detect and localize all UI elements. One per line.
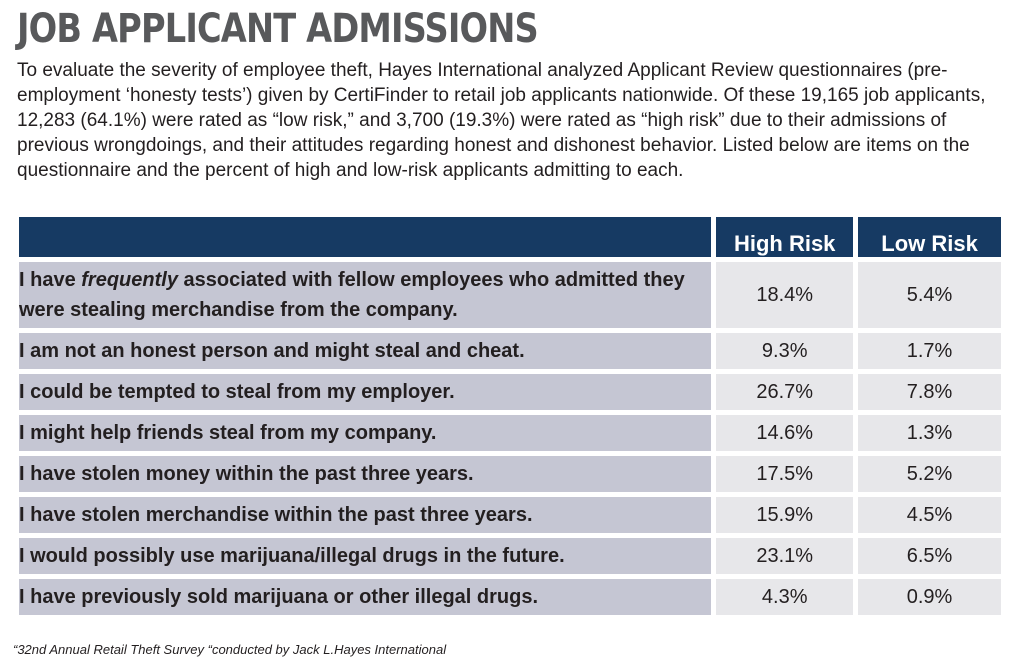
high-risk-value: 15.9% [716, 497, 854, 533]
low-risk-value: 5.4% [858, 262, 1001, 328]
low-risk-value: 6.5% [858, 538, 1001, 574]
high-risk-value: 9.3% [716, 333, 854, 369]
table-row: I have stolen merchandise within the pas… [19, 497, 1001, 533]
question-cell: I could be tempted to steal from my empl… [19, 374, 712, 410]
page-title: JOB APPLICANT ADMISSIONS [17, 6, 539, 52]
question-cell: I have stolen merchandise within the pas… [19, 497, 712, 533]
header-low-risk: Low Risk [858, 217, 1001, 257]
low-risk-value: 5.2% [858, 456, 1001, 492]
high-risk-value: 17.5% [716, 456, 854, 492]
high-risk-value: 23.1% [716, 538, 854, 574]
question-text-emphasis: frequently [81, 269, 178, 291]
question-text-post: associated with fellow employees who adm… [19, 269, 685, 321]
low-risk-value: 7.8% [858, 374, 1001, 410]
high-risk-value: 14.6% [716, 415, 854, 451]
footnote-source: “32nd Annual Retail Theft Survey “conduc… [13, 642, 447, 657]
table-body: I have frequently associated with fellow… [19, 262, 1001, 615]
intro-paragraph: To evaluate the severity of employee the… [17, 60, 986, 181]
header-blank-cell [19, 217, 712, 257]
table-row: I would possibly use marijuana/illegal d… [19, 538, 1001, 574]
high-risk-value: 4.3% [716, 579, 854, 615]
low-risk-value: 0.9% [858, 579, 1001, 615]
table-row: I am not an honest person and might stea… [19, 333, 1001, 369]
question-cell: I would possibly use marijuana/illegal d… [19, 538, 712, 574]
low-risk-value: 4.5% [858, 497, 1001, 533]
table-row: I have frequently associated with fellow… [19, 262, 1001, 328]
high-risk-value: 26.7% [716, 374, 854, 410]
table-header-row: High Risk Low Risk [19, 217, 1001, 257]
admissions-table: High Risk Low Risk I have frequently ass… [14, 212, 1006, 620]
low-risk-value: 1.3% [858, 415, 1001, 451]
low-risk-value: 1.7% [858, 333, 1001, 369]
table-row: I might help friends steal from my compa… [19, 415, 1001, 451]
table-row: I have stolen money within the past thre… [19, 456, 1001, 492]
question-cell: I am not an honest person and might stea… [19, 333, 712, 369]
question-cell: I have stolen money within the past thre… [19, 456, 712, 492]
question-cell: I have previously sold marijuana or othe… [19, 579, 712, 615]
header-high-risk: High Risk [716, 217, 854, 257]
table-row: I have previously sold marijuana or othe… [19, 579, 1001, 615]
high-risk-value: 18.4% [716, 262, 854, 328]
question-cell: I have frequently associated with fellow… [19, 262, 712, 328]
question-cell: I might help friends steal from my compa… [19, 415, 712, 451]
table-row: I could be tempted to steal from my empl… [19, 374, 1001, 410]
question-text-pre: I have [19, 269, 82, 291]
